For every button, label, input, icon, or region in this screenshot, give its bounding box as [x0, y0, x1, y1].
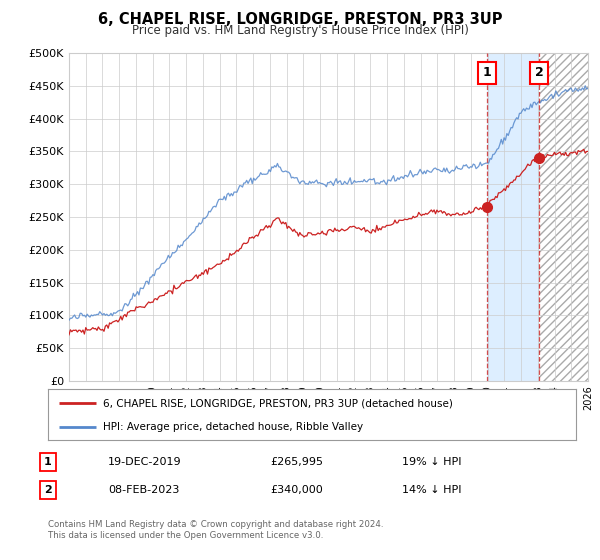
Text: 19% ↓ HPI: 19% ↓ HPI [402, 457, 461, 467]
Bar [539, 53, 588, 381]
Text: 1: 1 [44, 457, 52, 467]
Text: Contains HM Land Registry data © Crown copyright and database right 2024.
This d: Contains HM Land Registry data © Crown c… [48, 520, 383, 540]
Text: 19-DEC-2019: 19-DEC-2019 [108, 457, 182, 467]
Text: Price paid vs. HM Land Registry's House Price Index (HPI): Price paid vs. HM Land Registry's House … [131, 24, 469, 36]
Text: £340,000: £340,000 [270, 485, 323, 495]
Text: 2: 2 [44, 485, 52, 495]
Text: HPI: Average price, detached house, Ribble Valley: HPI: Average price, detached house, Ribb… [103, 422, 364, 432]
Text: 1: 1 [482, 66, 491, 80]
Text: 08-FEB-2023: 08-FEB-2023 [108, 485, 179, 495]
Text: 2: 2 [535, 66, 544, 80]
Text: 6, CHAPEL RISE, LONGRIDGE, PRESTON, PR3 3UP: 6, CHAPEL RISE, LONGRIDGE, PRESTON, PR3 … [98, 12, 502, 27]
Text: £265,995: £265,995 [270, 457, 323, 467]
Bar [539, 53, 588, 381]
Text: 14% ↓ HPI: 14% ↓ HPI [402, 485, 461, 495]
Bar [487, 53, 539, 381]
Text: 6, CHAPEL RISE, LONGRIDGE, PRESTON, PR3 3UP (detached house): 6, CHAPEL RISE, LONGRIDGE, PRESTON, PR3 … [103, 398, 454, 408]
